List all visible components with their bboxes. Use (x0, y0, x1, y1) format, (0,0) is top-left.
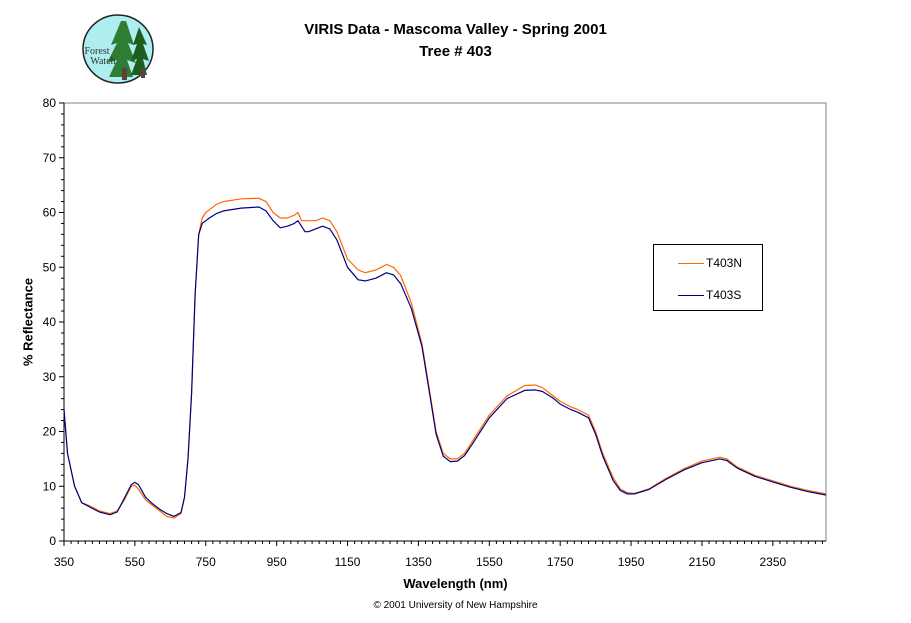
forest-watch-logo: Forest Watch (81, 13, 155, 85)
x-tick-label: 2150 (689, 555, 716, 569)
x-axis-label: Wavelength (nm) (403, 576, 508, 591)
y-tick-label: 70 (43, 151, 57, 165)
legend-swatch-t403s (678, 295, 704, 296)
x-tick-label: 1350 (405, 555, 432, 569)
y-tick-label: 60 (43, 206, 57, 220)
x-tick-label: 1750 (547, 555, 574, 569)
x-tick-label: 1550 (476, 555, 503, 569)
legend-swatch-t403n (678, 263, 704, 264)
logo-text-watch: Watch (90, 56, 115, 67)
legend-label-t403n: T403N (706, 256, 743, 270)
series-line-t403n (63, 197, 827, 519)
y-tick-label: 0 (49, 534, 56, 548)
logo-text-forest: Forest (85, 46, 110, 57)
y-tick-label: 20 (43, 425, 57, 439)
plot-frame (63, 102, 827, 542)
y-tick-label: 50 (43, 260, 57, 274)
x-tick-label: 550 (125, 555, 145, 569)
x-tick-label: 350 (54, 555, 74, 569)
series-line-t403s (63, 206, 827, 518)
x-tick-label: 1950 (618, 555, 645, 569)
y-tick-label: 10 (43, 479, 57, 493)
legend: T403N T403S (653, 244, 763, 311)
copyright-notice: © 2001 University of New Hampshire (373, 600, 538, 611)
x-tick-label: 750 (196, 555, 216, 569)
y-tick-label: 40 (43, 315, 57, 329)
x-tick-label: 1150 (335, 555, 361, 569)
y-tick-label: 80 (43, 96, 57, 110)
y-axis-label: % Reflectance (20, 277, 36, 367)
legend-label-t403s: T403S (706, 288, 742, 302)
x-tick-label: 950 (267, 555, 287, 569)
x-tick-label: 2350 (759, 555, 786, 569)
chart-subtitle: Tree # 403 (419, 43, 492, 60)
series-layer (63, 197, 827, 519)
chart-title: VIRIS Data - Mascoma Valley - Spring 200… (304, 21, 607, 38)
axes: 0 10 20 30 40 50 60 70 80 350 550 750 950 1150 1350 155… (43, 96, 826, 569)
y-tick-label: 30 (43, 370, 57, 384)
